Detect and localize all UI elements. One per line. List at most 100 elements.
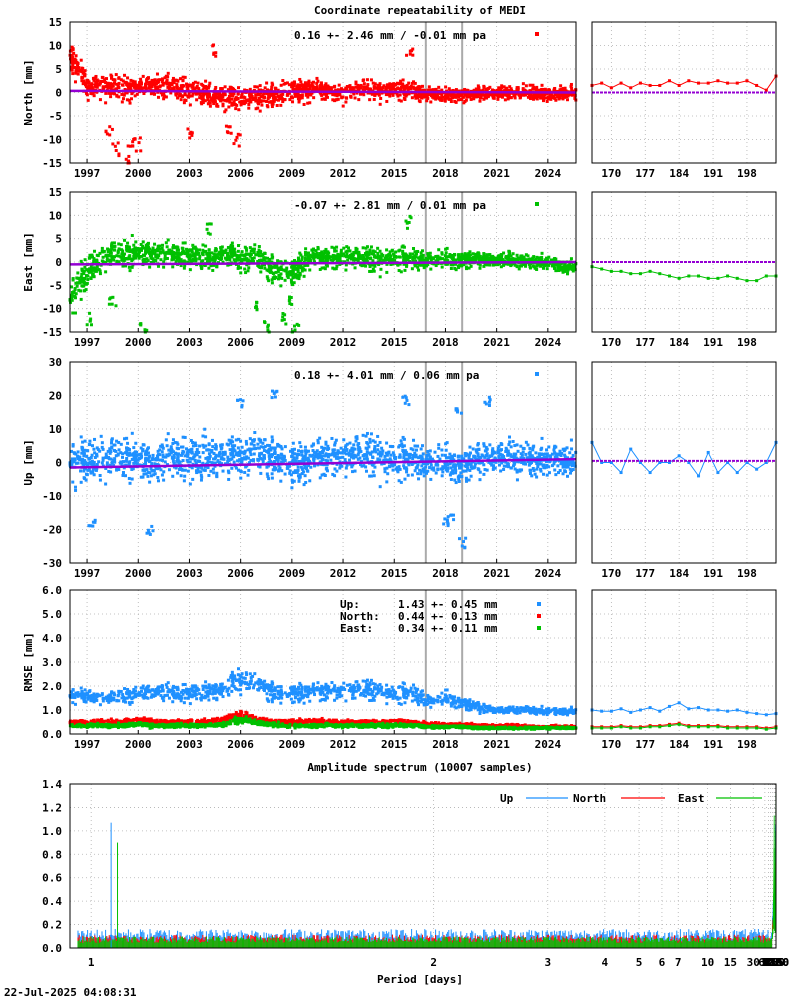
data-point: [279, 265, 283, 269]
data-point: [315, 449, 319, 453]
data-point: [565, 459, 569, 463]
data-point: [388, 256, 392, 260]
data-point: [109, 254, 113, 258]
data-point: [564, 461, 568, 465]
data-point: [353, 266, 357, 270]
data-point: [472, 97, 476, 101]
data-point: [357, 84, 361, 88]
outlier-point: [128, 144, 132, 148]
data-point: [270, 85, 274, 89]
y-axis-label: Up [mm]: [22, 439, 35, 485]
data-point: [331, 472, 335, 476]
data-point: [307, 79, 311, 83]
data-point: [542, 92, 546, 96]
data-point: [539, 452, 543, 456]
data-point: [227, 97, 231, 101]
data-point: [213, 96, 217, 100]
data-point: [339, 87, 343, 91]
data-point: [193, 441, 197, 445]
data-point: [396, 87, 400, 91]
data-point: [295, 86, 299, 90]
data-point: [134, 256, 138, 260]
data-point: [269, 265, 273, 269]
data-point: [228, 448, 232, 452]
data-point: [141, 258, 145, 262]
data-point: [172, 453, 176, 457]
data-point: [117, 254, 121, 258]
data-point: [371, 259, 375, 263]
data-point: [165, 245, 169, 249]
data-point: [220, 443, 224, 447]
data-point: [263, 86, 267, 90]
data-point: [421, 468, 425, 472]
outlier-point: [289, 296, 293, 300]
data-point: [245, 442, 249, 446]
data-point: [211, 268, 215, 272]
data-point: [368, 98, 372, 102]
data-point: [129, 97, 133, 101]
data-point: [252, 256, 256, 260]
data-point: [92, 268, 96, 272]
data-point: [94, 261, 98, 265]
data-point: [212, 452, 216, 456]
data-point: [318, 460, 322, 464]
data-point: [389, 262, 393, 266]
data-point: [569, 84, 573, 88]
data-point: [482, 252, 486, 256]
data-point: [273, 264, 277, 268]
data-point: [512, 460, 516, 464]
data-point: [429, 100, 433, 104]
data-point: [419, 95, 423, 99]
data-point: [334, 249, 338, 253]
data-point: [108, 451, 112, 455]
data-point: [547, 255, 551, 259]
data-point: [109, 82, 113, 86]
data-point: [175, 452, 179, 456]
data-point: [253, 431, 257, 435]
data-point: [192, 253, 196, 257]
data-point: [311, 84, 315, 88]
data-point: [191, 92, 195, 96]
outlier-point: [288, 297, 292, 301]
data-point: [127, 265, 131, 269]
data-point: [76, 276, 80, 280]
data-point: [298, 251, 302, 255]
data-point: [515, 86, 519, 90]
data-point: [241, 101, 245, 105]
data-point: [434, 471, 438, 475]
data-point: [91, 91, 95, 95]
data-point: [429, 259, 433, 263]
data-point: [456, 253, 460, 257]
data-point: [338, 93, 342, 97]
data-point: [401, 445, 405, 449]
data-point: [80, 272, 84, 276]
data-point: [151, 453, 155, 457]
data-point: [258, 84, 262, 88]
data-point: [421, 88, 425, 92]
data-point: [101, 255, 105, 259]
data-point: [285, 266, 289, 270]
data-point: [571, 263, 575, 267]
data-point: [390, 249, 394, 253]
data-point: [90, 444, 94, 448]
data-point: [181, 79, 185, 83]
data-point: [477, 447, 481, 451]
data-point: [398, 443, 402, 447]
data-point: [255, 85, 259, 89]
x-tick-label: 2018: [432, 567, 459, 580]
data-point: [248, 246, 252, 250]
data-point: [293, 88, 297, 92]
data-point: [151, 248, 155, 252]
data-point: [420, 84, 424, 88]
data-point: [104, 466, 108, 470]
data-point: [345, 87, 349, 91]
data-point: [493, 256, 497, 260]
outlier-point: [208, 232, 212, 236]
data-point: [130, 265, 134, 269]
data-point: [553, 96, 557, 100]
data-point: [93, 76, 97, 80]
data-point: [548, 93, 552, 97]
data-point: [406, 89, 410, 93]
data-point: [179, 467, 183, 471]
data-point: [94, 74, 98, 78]
